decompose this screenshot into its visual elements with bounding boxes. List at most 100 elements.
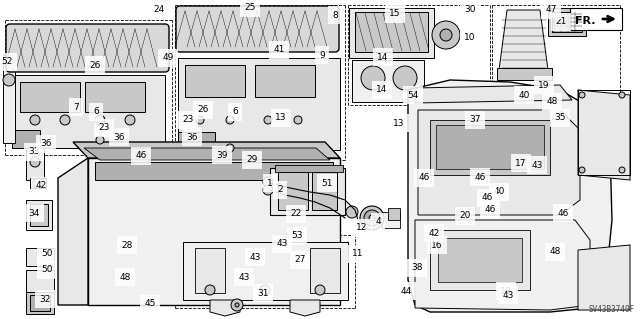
Text: FR.: FR.: [575, 16, 595, 26]
Text: 15: 15: [389, 10, 401, 19]
Polygon shape: [578, 90, 630, 180]
Circle shape: [264, 116, 272, 124]
Text: 2: 2: [277, 186, 283, 195]
Bar: [20, 82, 80, 112]
Text: 46: 46: [481, 194, 493, 203]
Circle shape: [125, 115, 135, 125]
Bar: [26, 200, 52, 230]
Text: 4: 4: [375, 218, 381, 226]
Text: 52: 52: [1, 57, 13, 66]
Text: 41: 41: [273, 46, 285, 55]
Text: 21: 21: [556, 18, 566, 26]
Circle shape: [205, 285, 215, 295]
Circle shape: [95, 115, 105, 125]
Text: 23: 23: [99, 123, 109, 132]
Bar: [180, 10, 335, 48]
Bar: [578, 90, 630, 175]
Bar: [552, 12, 582, 32]
Text: 48: 48: [549, 248, 561, 256]
Text: 40: 40: [518, 91, 530, 100]
Text: 26: 26: [197, 106, 209, 115]
Polygon shape: [270, 168, 345, 215]
Text: 32: 32: [39, 294, 51, 303]
Circle shape: [579, 92, 585, 98]
Text: 36: 36: [40, 139, 52, 149]
Bar: [26, 248, 54, 266]
Text: 1: 1: [267, 179, 273, 188]
Polygon shape: [578, 245, 630, 310]
Text: 25: 25: [244, 4, 256, 12]
Polygon shape: [12, 75, 165, 148]
Circle shape: [369, 215, 375, 221]
Text: 50: 50: [41, 249, 52, 258]
Text: 43: 43: [502, 291, 514, 300]
Text: 42: 42: [428, 228, 440, 238]
Circle shape: [260, 285, 270, 295]
Text: 10: 10: [464, 33, 476, 41]
Text: 36: 36: [186, 132, 198, 142]
Bar: [312, 172, 337, 210]
Text: 46: 46: [484, 205, 496, 214]
Circle shape: [226, 116, 234, 124]
Circle shape: [33, 178, 43, 188]
Circle shape: [30, 115, 40, 125]
Polygon shape: [415, 85, 572, 103]
Circle shape: [619, 92, 625, 98]
Polygon shape: [73, 142, 340, 158]
Text: 6: 6: [93, 108, 99, 116]
Text: 28: 28: [122, 241, 132, 249]
Text: 27: 27: [294, 256, 306, 264]
Polygon shape: [290, 300, 320, 316]
Circle shape: [315, 285, 325, 295]
Circle shape: [361, 66, 385, 90]
Circle shape: [579, 167, 585, 173]
Polygon shape: [499, 10, 548, 70]
Bar: [388, 208, 400, 220]
Text: 43: 43: [276, 240, 288, 249]
Polygon shape: [178, 58, 340, 150]
Text: 39: 39: [216, 151, 228, 160]
Text: 51: 51: [321, 179, 333, 188]
Text: 42: 42: [35, 182, 47, 190]
Bar: [10, 28, 165, 68]
Text: 37: 37: [469, 115, 481, 124]
FancyBboxPatch shape: [176, 6, 339, 52]
Bar: [26, 270, 54, 292]
Text: 8: 8: [332, 11, 338, 19]
Text: 22: 22: [291, 210, 301, 219]
Text: 30: 30: [464, 5, 476, 14]
FancyBboxPatch shape: [6, 24, 169, 72]
Circle shape: [346, 206, 358, 218]
Text: 46: 46: [557, 209, 569, 218]
Text: 17: 17: [515, 159, 527, 167]
Text: 11: 11: [352, 249, 364, 258]
Polygon shape: [408, 80, 612, 312]
Text: 46: 46: [474, 173, 486, 182]
Bar: [278, 172, 308, 210]
Polygon shape: [210, 300, 240, 316]
Bar: [85, 82, 145, 112]
Bar: [349, 8, 434, 58]
Polygon shape: [178, 132, 215, 150]
Circle shape: [196, 116, 204, 124]
Bar: [310, 248, 340, 293]
Text: 43: 43: [238, 272, 250, 281]
Bar: [430, 120, 550, 175]
Circle shape: [294, 116, 302, 124]
Polygon shape: [88, 158, 340, 305]
Text: 54: 54: [407, 91, 419, 100]
Text: 45: 45: [144, 300, 156, 308]
Polygon shape: [415, 220, 590, 310]
Bar: [30, 178, 46, 188]
Bar: [30, 204, 48, 226]
Bar: [548, 8, 586, 36]
Text: 46: 46: [135, 152, 147, 160]
Text: 53: 53: [291, 232, 303, 241]
Circle shape: [263, 177, 273, 187]
Bar: [430, 230, 530, 290]
Text: 18: 18: [500, 286, 512, 295]
Text: 13: 13: [393, 118, 404, 128]
Text: 29: 29: [246, 155, 258, 165]
Bar: [355, 12, 428, 52]
Polygon shape: [183, 242, 348, 300]
